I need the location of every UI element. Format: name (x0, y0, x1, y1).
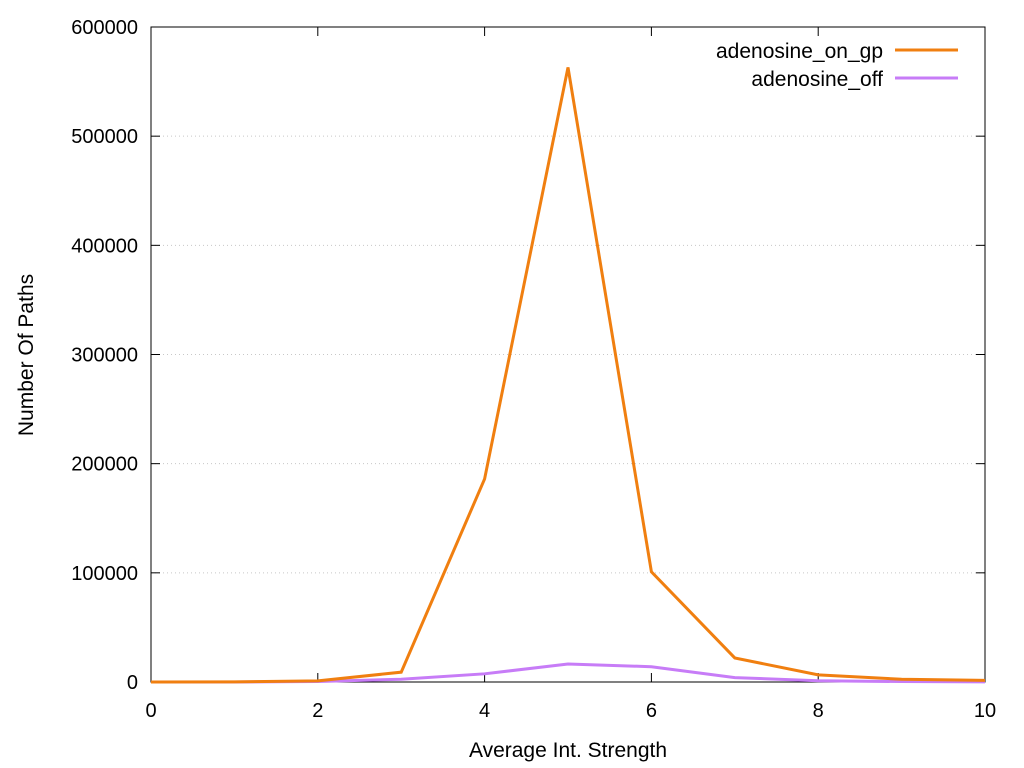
legend: adenosine_on_gp adenosine_off (716, 40, 958, 91)
y-axis-title: Number Of Paths (15, 274, 38, 436)
y-tick-label: 400000 (71, 235, 138, 257)
x-tick-label: 10 (974, 700, 996, 722)
tick-labels: 0 100000 200000 300000 400000 500000 600000 0 2 4… (71, 17, 996, 722)
series-lines (150, 67, 986, 684)
tick-marks (150, 26, 986, 683)
y-tick-label: 600000 (71, 17, 138, 39)
x-tick-label: 6 (646, 700, 657, 722)
x-tick-label: 4 (479, 700, 490, 722)
grid-layer (151, 135, 985, 574)
x-axis-title: Average Int. Strength (469, 739, 667, 762)
x-tick-label: 8 (813, 700, 824, 722)
legend-label-adenosine-off: adenosine_off (751, 68, 883, 91)
y-tick-label: 0 (127, 672, 138, 694)
x-tick-label: 0 (145, 700, 156, 722)
x-tick-label: 2 (312, 700, 323, 722)
series-line-adenosine-on-gp (150, 67, 986, 684)
legend-label-adenosine-on-gp: adenosine_on_gp (716, 40, 883, 63)
series-line-adenosine-off (150, 662, 986, 684)
y-tick-label: 500000 (71, 126, 138, 148)
y-tick-label: 100000 (71, 563, 138, 585)
y-tick-label: 200000 (71, 454, 138, 476)
y-tick-label: 300000 (71, 345, 138, 367)
